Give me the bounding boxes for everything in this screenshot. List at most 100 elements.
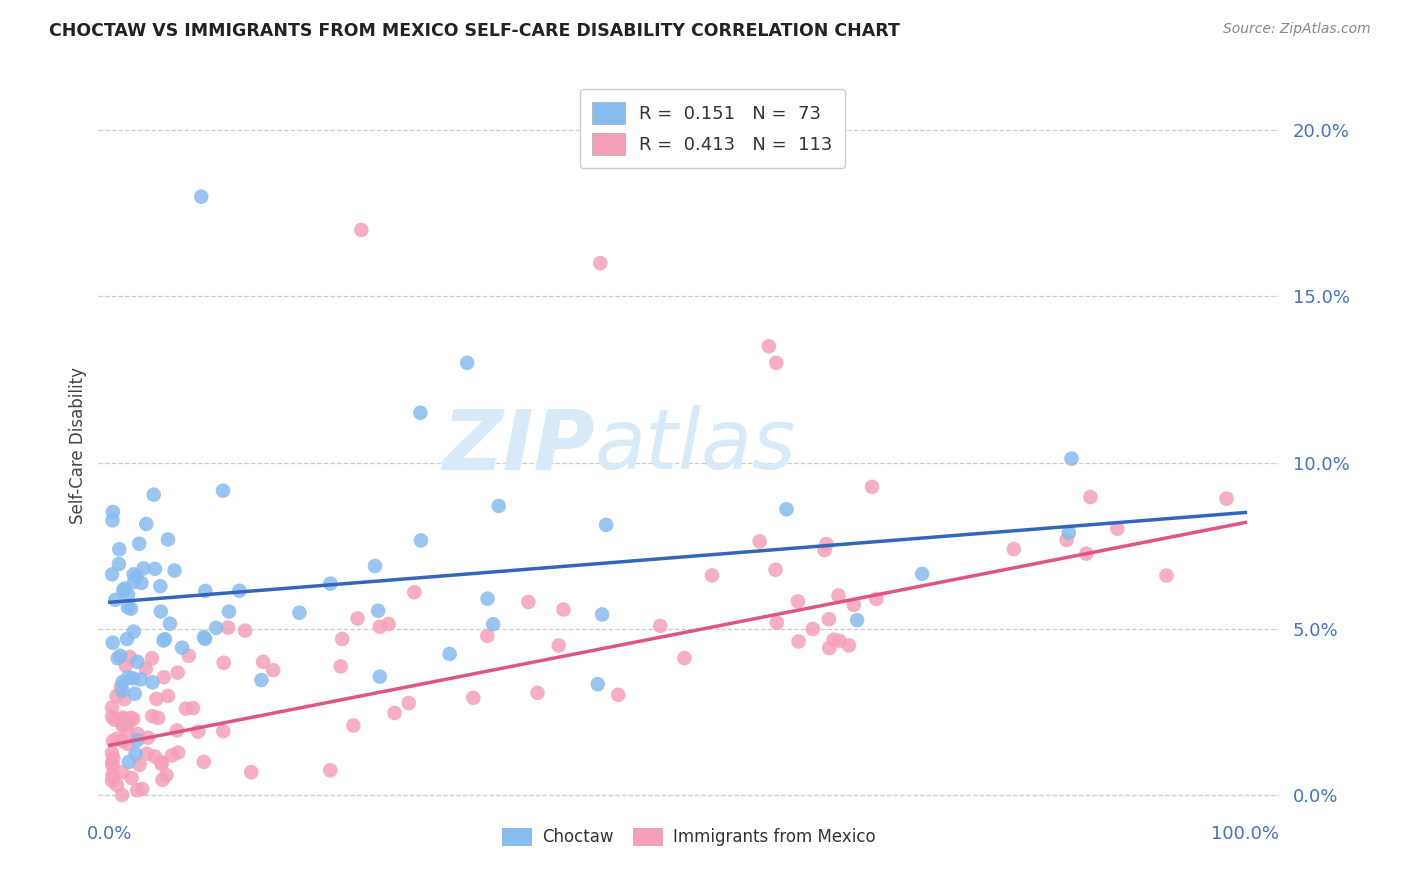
Point <box>775 502 797 516</box>
Point <box>141 651 163 665</box>
Point <box>1156 568 1178 582</box>
Point <box>148 711 170 725</box>
Point <box>1080 490 1102 504</box>
Point <box>167 746 190 760</box>
Point <box>156 689 179 703</box>
Point <box>131 782 153 797</box>
Point <box>765 563 787 577</box>
Point <box>111 710 134 724</box>
Point <box>591 607 613 622</box>
Point <box>152 670 174 684</box>
Point <box>160 748 183 763</box>
Point <box>143 562 166 576</box>
Point <box>477 629 499 643</box>
Point <box>801 622 824 636</box>
Point <box>135 662 157 676</box>
Point <box>166 665 188 680</box>
Point <box>152 772 174 787</box>
Point <box>166 723 188 738</box>
Point <box>101 734 124 748</box>
Point <box>398 696 420 710</box>
Point <box>319 764 342 778</box>
Point <box>135 516 157 531</box>
Point <box>153 632 176 646</box>
Point <box>828 633 851 648</box>
Point <box>1076 547 1098 561</box>
Point <box>319 576 342 591</box>
Point <box>463 690 485 705</box>
Text: ZIP: ZIP <box>441 406 595 486</box>
Point <box>409 533 432 548</box>
Point <box>174 701 197 715</box>
Point <box>842 598 865 612</box>
Point <box>262 663 284 677</box>
Point <box>860 480 883 494</box>
Point <box>118 650 141 665</box>
Point <box>111 683 134 698</box>
Point <box>142 488 165 502</box>
Point <box>181 701 204 715</box>
Point <box>700 568 723 582</box>
Point <box>105 731 128 746</box>
Point <box>141 675 163 690</box>
Point <box>364 559 387 574</box>
Point <box>101 505 124 519</box>
Point <box>586 677 609 691</box>
Point <box>409 406 432 420</box>
Point <box>547 639 569 653</box>
Point <box>117 670 139 684</box>
Point <box>101 768 124 782</box>
Point <box>673 651 696 665</box>
Point <box>250 673 273 687</box>
Point <box>101 700 124 714</box>
Point <box>787 634 810 648</box>
Text: atlas: atlas <box>595 406 796 486</box>
Point <box>114 692 136 706</box>
Point <box>190 189 212 203</box>
Point <box>155 768 177 782</box>
Point <box>212 483 235 498</box>
Point <box>177 648 200 663</box>
Point <box>120 711 142 725</box>
Point <box>112 583 135 598</box>
Point <box>101 710 124 724</box>
Point <box>111 788 134 802</box>
Point <box>367 604 389 618</box>
Point <box>111 675 134 690</box>
Point <box>120 771 142 785</box>
Point <box>118 714 141 729</box>
Point <box>149 579 172 593</box>
Point <box>108 542 131 557</box>
Point <box>114 582 136 596</box>
Point <box>101 756 124 770</box>
Point <box>193 630 215 644</box>
Point <box>187 724 209 739</box>
Point <box>103 713 125 727</box>
Point <box>150 756 173 771</box>
Point <box>212 656 235 670</box>
Point <box>101 513 124 527</box>
Point <box>172 640 194 655</box>
Point <box>439 647 461 661</box>
Point <box>865 592 887 607</box>
Point <box>1215 491 1237 506</box>
Point <box>124 687 146 701</box>
Point <box>117 588 139 602</box>
Point <box>145 692 167 706</box>
Point <box>127 655 149 669</box>
Point <box>252 655 274 669</box>
Point <box>122 574 145 589</box>
Point <box>346 611 368 625</box>
Point <box>110 680 132 694</box>
Point <box>122 624 145 639</box>
Point <box>482 617 505 632</box>
Point <box>112 717 135 731</box>
Point <box>818 612 841 626</box>
Point <box>329 659 352 673</box>
Point <box>127 727 149 741</box>
Point <box>111 718 134 732</box>
Point <box>205 621 228 635</box>
Point <box>159 616 181 631</box>
Point <box>1060 451 1083 466</box>
Point <box>330 632 353 646</box>
